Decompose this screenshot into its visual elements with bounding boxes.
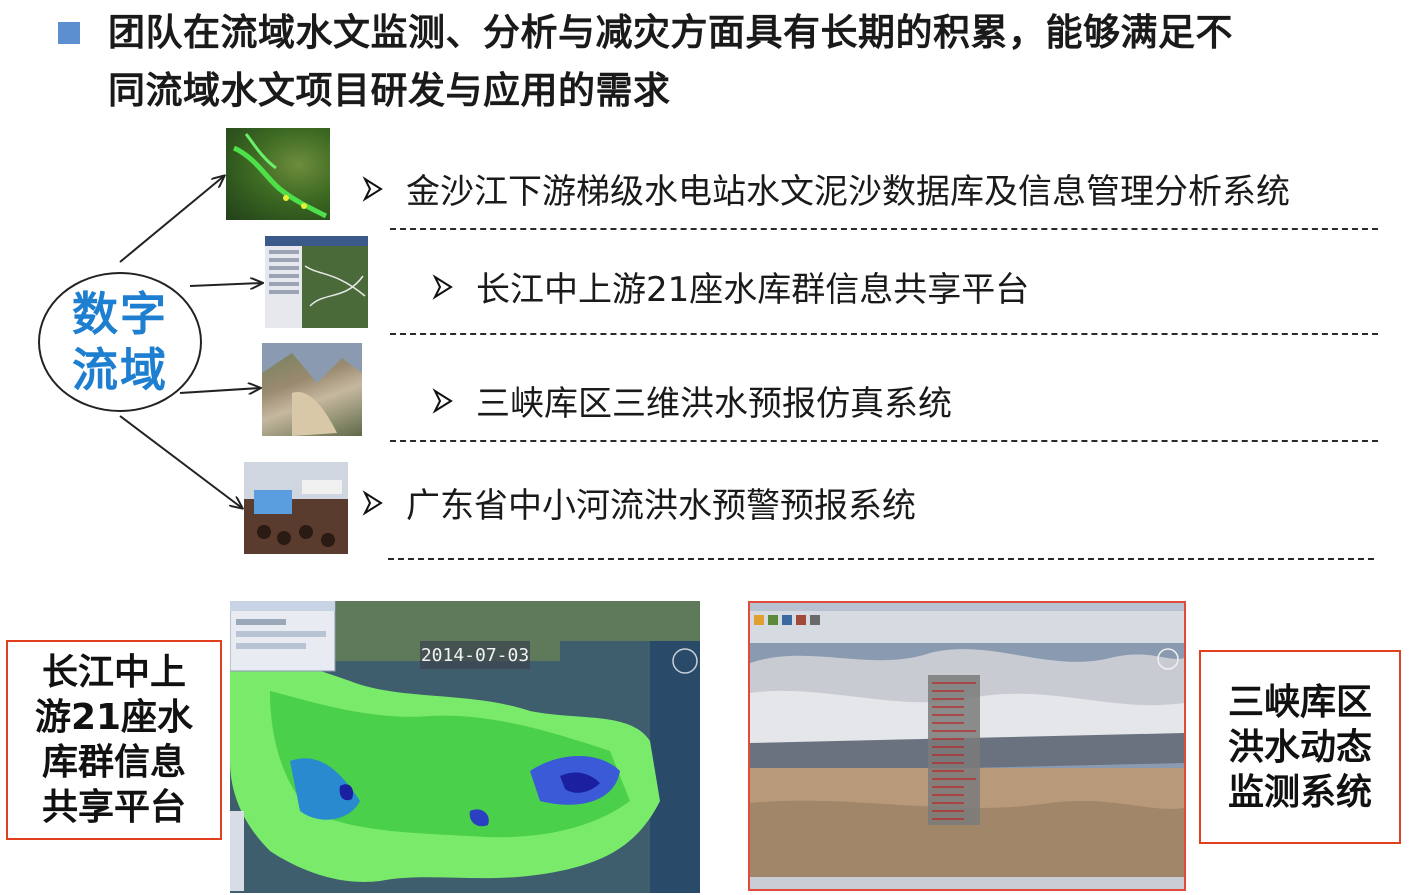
project-label: 长江中上游21座水库群信息共享平台	[476, 270, 1030, 310]
callout-line-2: 游21座水	[34, 697, 194, 738]
hub-line-1: 数字	[72, 287, 168, 341]
dashed-divider	[390, 440, 1378, 442]
arrow-4	[119, 415, 242, 508]
headline-line-2: 同流域水文项目研发与应用的需求	[108, 69, 671, 112]
headline-line-1: 团队在流域水文监测、分析与减灾方面具有长期的积累，能够满足不	[108, 11, 1233, 54]
flood-simulation-screenshot	[748, 601, 1186, 891]
dashed-divider	[388, 558, 1374, 560]
arrow-3	[179, 388, 260, 393]
project-item-4: 广东省中小河流洪水预警预报系统	[362, 478, 916, 527]
flood-monitoring-callout: 三峡库区 洪水动态 监测系统	[1199, 650, 1401, 844]
callout-line-3: 监测系统	[1227, 771, 1372, 813]
project-label: 广东省中小河流洪水预警预报系统	[406, 486, 916, 526]
arrow-bullet-icon	[362, 489, 383, 516]
satellite-river-thumbnail	[226, 128, 330, 220]
rainfall-map-screenshot: 2014-07-03	[230, 601, 700, 893]
3d-terrain-thumbnail	[262, 343, 362, 436]
callout-line-1: 长江中上	[41, 652, 186, 693]
project-item-1: 金沙江下游梯级水电站水文泥沙数据库及信息管理分析系统	[362, 164, 1290, 213]
callout-line-1: 三峡库区	[1227, 681, 1372, 723]
headline-bullet-icon	[58, 22, 80, 44]
callout-line-3: 库群信息	[41, 742, 186, 783]
arrow-2	[189, 283, 262, 286]
digital-basin-hub: 数字 流域	[38, 272, 202, 412]
callout-line-4: 共享平台	[41, 787, 186, 828]
map-date-label: 2014-07-03	[420, 641, 530, 669]
reservoir-platform-thumbnail	[265, 236, 368, 328]
project-item-2: 长江中上游21座水库群信息共享平台	[432, 262, 1029, 311]
meeting-room-thumbnail	[244, 462, 348, 554]
arrow-bullet-icon	[432, 273, 453, 300]
reservoir-platform-callout: 长江中上 游21座水 库群信息 共享平台	[6, 640, 222, 840]
hub-line-2: 流域	[72, 343, 168, 397]
arrow-bullet-icon	[362, 175, 383, 202]
arrow-1	[119, 176, 224, 263]
dashed-divider	[390, 333, 1378, 335]
project-label: 金沙江下游梯级水电站水文泥沙数据库及信息管理分析系统	[406, 172, 1290, 212]
dashed-divider	[390, 228, 1378, 230]
project-label: 三峡库区三维洪水预报仿真系统	[476, 384, 952, 424]
project-item-3: 三峡库区三维洪水预报仿真系统	[432, 376, 952, 425]
headline: 团队在流域水文监测、分析与减灾方面具有长期的积累，能够满足不 同流域水文项目研发…	[108, 4, 1398, 120]
arrow-bullet-icon	[432, 387, 453, 414]
callout-line-2: 洪水动态	[1227, 726, 1372, 768]
